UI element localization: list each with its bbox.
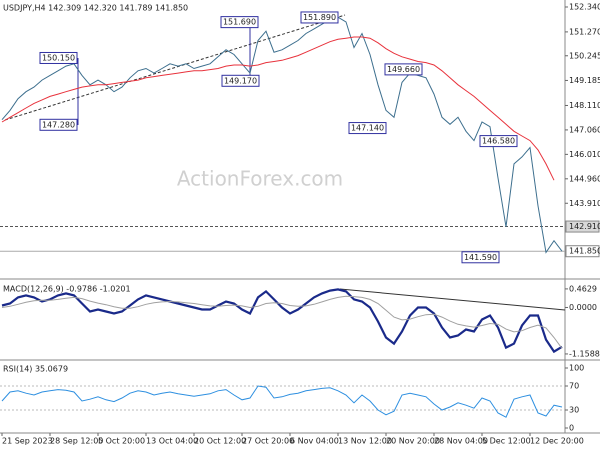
y-tick-label: 100: [569, 364, 584, 373]
x-tick-label: 28 Sep 12:00: [50, 437, 103, 446]
y-tick-label: 0.4629: [569, 284, 597, 293]
x-tick-label: 20 Nov 20:00: [386, 437, 440, 446]
annotation-box: [300, 11, 339, 24]
data-line: [1, 288, 563, 354]
annotation-label: 150.150: [42, 53, 75, 62]
trend-line: [4, 14, 346, 121]
x-tick-label: 21 Sep 2023: [2, 437, 53, 446]
y-tick-label: 150.245: [569, 51, 600, 60]
y-tick-label: 147.060: [569, 125, 600, 134]
annotation-box: [220, 16, 259, 29]
y-tick-label: 143.910: [569, 199, 600, 208]
x-tick-label: 12 Dec 20:00: [530, 437, 584, 446]
annotation-box: [221, 74, 260, 87]
annotation-box: [461, 251, 500, 264]
y-tick-label: 151.270: [569, 27, 600, 36]
x-tick-label: 28 Nov 04:00: [434, 437, 488, 446]
annotation-label: 141.590: [464, 253, 497, 262]
level-label: 142.910: [569, 222, 600, 231]
y-tick-label: 152.340: [569, 2, 600, 11]
annotation-label: 147.280: [42, 120, 75, 129]
level-label: 141.850: [569, 247, 600, 256]
level-label-box: [565, 220, 600, 233]
annotation-label: 149.660: [387, 65, 420, 74]
data-line: [1, 16, 563, 254]
watermark: ActionForex.com: [177, 167, 343, 191]
y-tick-label: 149.185: [569, 76, 600, 85]
x-tick-label: 5 Oct 20:00: [98, 437, 145, 446]
annotation-box: [384, 63, 423, 76]
level-label-box: [565, 245, 600, 258]
panel-title: RSI(14) 35.0679: [3, 365, 68, 374]
annotation-label: 151.890: [303, 13, 336, 22]
annotation-label: 149.170: [224, 76, 257, 85]
y-tick-label: 144.960: [569, 174, 600, 183]
x-tick-label: 13 Oct 04:00: [146, 437, 198, 446]
annotation-box: [39, 118, 78, 131]
y-tick-label: 30: [569, 406, 579, 415]
annotation-box: [348, 122, 387, 135]
annotation-label: 147.140: [351, 124, 384, 133]
annotation-label: 151.690: [223, 18, 256, 27]
trend-line: [339, 288, 566, 311]
y-tick-label: 148.110: [569, 101, 600, 110]
data-line: [1, 36, 555, 181]
y-tick-label: 0.0000: [569, 303, 597, 312]
panel-title: USDJPY,H4 142.309 142.320 141.789 141.85…: [3, 4, 188, 13]
panel-title: MACD(12,26,9) -0.9786 -1.0201: [3, 285, 131, 294]
x-tick-label: 13 Nov 12:00: [338, 437, 392, 446]
y-tick-label: -1.1588: [569, 349, 600, 358]
x-tick-label: 20 Oct 12:00: [194, 437, 246, 446]
x-tick-label: 27 Oct 20:00: [242, 437, 294, 446]
annotation-box: [39, 51, 78, 64]
data-line: [1, 385, 563, 418]
x-tick-label: 6 Nov 04:00: [290, 437, 339, 446]
x-tick-label: 5 Dec 12:00: [482, 437, 531, 446]
y-tick-label: 0: [569, 424, 574, 433]
y-tick-label: 70: [569, 382, 579, 391]
y-tick-label: 146.010: [569, 150, 600, 159]
annotation-box: [479, 135, 518, 148]
annotation-label: 146.580: [482, 137, 515, 146]
data-line: [1, 295, 563, 349]
